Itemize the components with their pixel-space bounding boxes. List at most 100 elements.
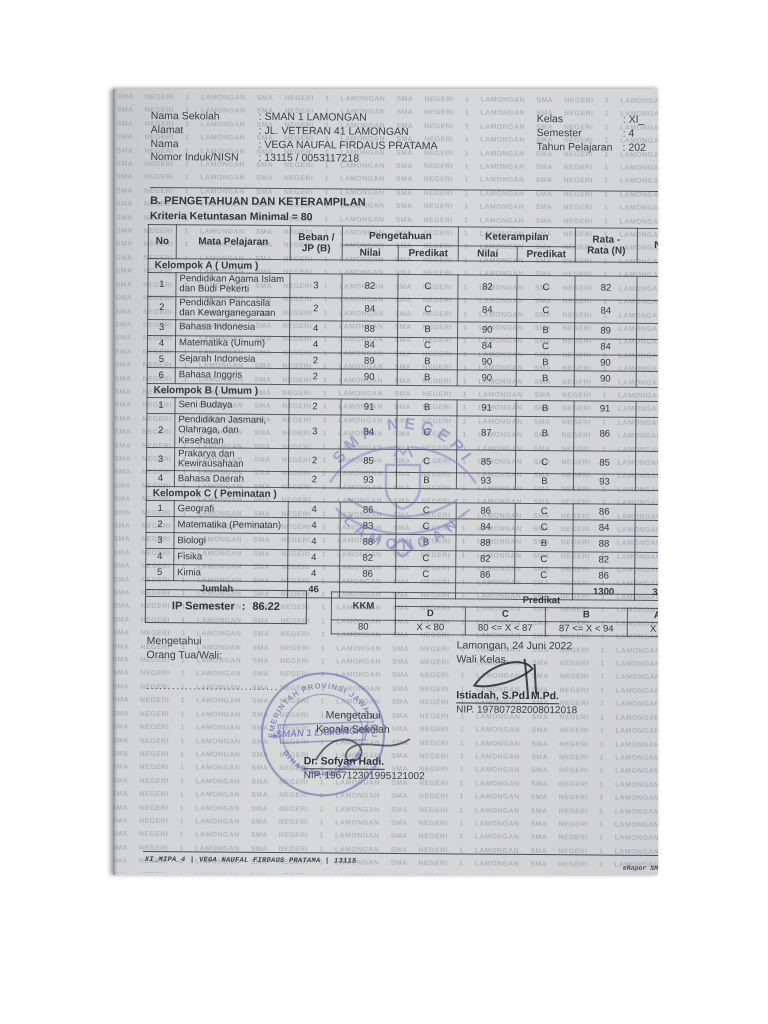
- cell: Bahasa Inggris: [175, 367, 290, 385]
- cell: C: [396, 449, 457, 474]
- cell: 6: [147, 367, 176, 384]
- col-predikat-p: Predikat: [398, 245, 459, 261]
- kepala-sekolah-signature: [314, 738, 411, 762]
- cell: Pendidikan Jasmani, Olahraga, dan Keseha…: [174, 413, 289, 449]
- ip-label: IP Semester: [171, 600, 235, 613]
- cell: [636, 299, 658, 324]
- col-pengetahuan: Pengetahuan: [342, 225, 459, 246]
- parent-signature-block: Mengetahui Orang Tua/Wali:: [146, 634, 223, 662]
- cell: 80 <= X < 87: [465, 620, 546, 636]
- wali-kelas-nip: NIP. 197807282008012018: [456, 704, 578, 717]
- cell: C: [395, 550, 456, 568]
- cell: 4: [146, 470, 175, 487]
- cell: [634, 536, 658, 553]
- cell: X >: [627, 622, 658, 637]
- cell: 5: [147, 351, 176, 368]
- criteria-line: Kriteria Ketuntasan Minimal = 80: [149, 209, 313, 224]
- cell: Bahasa Indonesia: [175, 319, 290, 337]
- cell: C: [397, 337, 458, 354]
- predikat-grade: D: [395, 606, 466, 621]
- cell: Bahasa Daerah: [174, 470, 289, 488]
- cell: 90: [341, 368, 398, 386]
- cell: 93: [456, 473, 516, 490]
- cell: 4: [288, 501, 341, 519]
- cell: 1: [146, 397, 176, 414]
- info-label: Nama Sekolah: [150, 109, 220, 123]
- cell: C: [397, 297, 458, 322]
- cell: 2: [147, 295, 176, 320]
- cell: B: [397, 321, 458, 338]
- cell: C: [516, 338, 575, 355]
- cell: 82: [341, 273, 399, 298]
- cell: B: [395, 534, 457, 552]
- cell: 2: [288, 398, 342, 415]
- cell: 1: [147, 272, 177, 297]
- cell: Pendidikan Agama Islam dan Budi Pekerti: [175, 272, 291, 298]
- cell: 4: [289, 320, 342, 337]
- cell: 2: [289, 352, 342, 369]
- cell: [635, 520, 658, 537]
- cell: Prakarya dan Kewirausahaan: [174, 447, 289, 472]
- cell: 4: [288, 517, 341, 535]
- cell: 84: [341, 297, 398, 322]
- cell: Pendidikan Pancasila dan Kewarganegaraan: [175, 296, 290, 321]
- info-label: Nama: [150, 137, 179, 150]
- cell: 84: [341, 336, 398, 354]
- cell: [635, 417, 658, 452]
- cell: 82: [572, 552, 635, 569]
- info-value: : SMAN 1 LAMONGAN: [258, 110, 367, 124]
- scanned-report-card: SMA NEGERI 1 LAMONGAN SMA NEGERI 1 LAMON…: [113, 89, 658, 875]
- cell: [636, 339, 658, 356]
- cell: 91: [573, 400, 637, 418]
- cell: Biologi: [173, 532, 289, 550]
- cell: 90: [457, 353, 517, 371]
- cell: 4: [287, 549, 340, 567]
- report-content: SMA NEGERI 1 LAMONGAN SMA NEGERI 1 LAMON…: [113, 89, 658, 875]
- col-keterampilan: Keterampilan: [458, 226, 576, 247]
- cell: 87 <= X < 94: [545, 621, 628, 637]
- cell: Matematika (Umum): [175, 335, 290, 353]
- cell: 87: [456, 415, 516, 451]
- cell: 84: [573, 520, 636, 537]
- cell: 91: [456, 399, 517, 417]
- cell: 4: [287, 533, 341, 551]
- predikat-grade: B: [545, 607, 628, 623]
- cell: [635, 451, 658, 475]
- cell: [635, 504, 658, 521]
- cell: 82: [457, 274, 518, 299]
- col-beban: Beban / JP (B): [290, 225, 343, 260]
- info-value: : 13115 / 0053117218: [258, 152, 360, 166]
- paper-edge-shadow: [113, 89, 118, 875]
- footer-app-label: eRapor SMA: [622, 864, 658, 873]
- cell: 85: [340, 448, 397, 473]
- cell: 82: [455, 551, 515, 568]
- cell: Seni Budaya: [174, 397, 290, 415]
- cell: 88: [341, 320, 398, 338]
- cell: 4: [147, 335, 176, 352]
- info-label: Nomor Induk/NISN: [150, 151, 239, 165]
- col-predikat-k: Predikat: [517, 246, 576, 262]
- footer-student-line: XI_MIPA_4 | VEGA NAUFAL FIRDAUS PRATAMA …: [144, 855, 357, 866]
- cell: B: [396, 399, 458, 416]
- cell: 84: [457, 337, 517, 355]
- info-label: Kelas: [536, 113, 564, 126]
- kkm-header: KKM: [331, 591, 396, 621]
- cell: 88: [339, 534, 397, 551]
- cell: 86: [339, 566, 396, 583]
- cell: C: [397, 274, 459, 299]
- kkm-value: 80: [331, 619, 396, 635]
- cell: B: [514, 535, 574, 553]
- cell: 2: [146, 413, 175, 448]
- cell: 85: [456, 449, 516, 474]
- cell: C: [514, 551, 573, 569]
- predikat-grade: C: [465, 606, 546, 622]
- cell: C: [396, 518, 457, 536]
- parent-signature-dots: ...............................: [146, 680, 279, 694]
- cell: C: [396, 415, 457, 450]
- cell: 2: [146, 516, 175, 533]
- cell: C: [516, 298, 575, 323]
- cell: B: [515, 416, 574, 451]
- cell: 88: [455, 535, 516, 552]
- col-subject: Mata Pelajaran: [176, 224, 291, 260]
- cell: 84: [457, 298, 517, 323]
